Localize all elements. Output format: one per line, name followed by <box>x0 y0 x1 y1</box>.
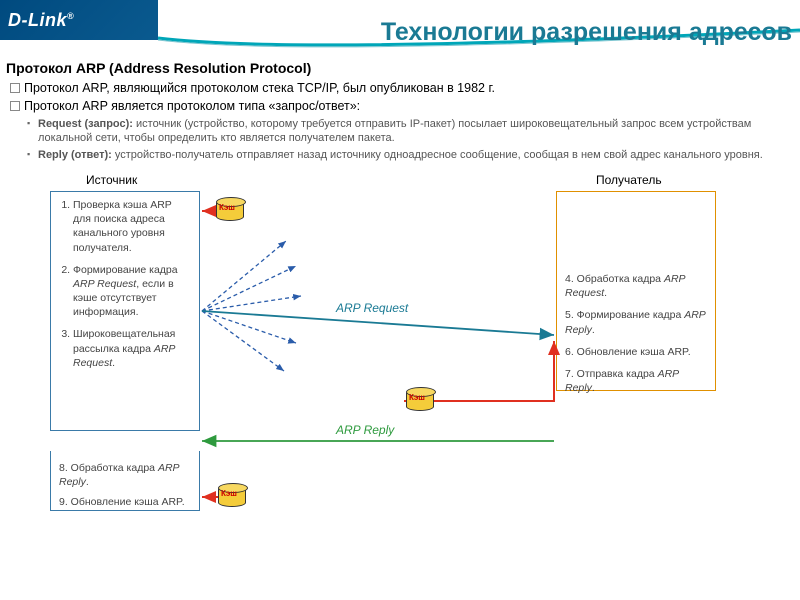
source-box-bottom: 8. Обработка кадра ARP Reply. 9. Обновле… <box>50 451 200 511</box>
header: D-Link® Технологии разрешения адресов <box>0 0 800 56</box>
logo: D-Link® <box>8 10 74 31</box>
source-box: Проверка кэша ARP для поиска адреса кана… <box>50 191 200 431</box>
dest-step: 7. Отправка кадра ARP Reply. <box>565 367 707 395</box>
page-title: Технологии разрешения адресов <box>381 18 792 47</box>
source-label: Источник <box>86 173 137 187</box>
cache-icon: Кэш <box>406 389 436 415</box>
logo-bar: D-Link® <box>0 0 158 40</box>
sub-bullet-reply: Reply (ответ): устройство-получатель отп… <box>38 148 786 163</box>
arp-reply-label: ARP Reply <box>336 423 394 437</box>
arp-request-label: ARP Request <box>336 301 408 315</box>
cache-icon: Кэш <box>218 485 248 511</box>
dest-step: 6. Обновление кэша ARP. <box>565 345 707 359</box>
sub-bullet-request: Request (запрос): источник (устройство, … <box>38 117 786 147</box>
dest-box: 4. Обработка кадра ARP Request. 5. Формир… <box>556 191 716 391</box>
subtitle: Протокол ARP (Address Resolution Protoco… <box>6 60 786 76</box>
bullet-2: Протокол ARP является протоколом типа «з… <box>24 98 786 114</box>
dest-step: 4. Обработка кадра ARP Request. <box>565 272 707 300</box>
source-step: Проверка кэша ARP для поиска адреса кана… <box>73 198 191 255</box>
content: Протокол ARP (Address Resolution Protoco… <box>0 56 800 551</box>
cache-icon: Кэш <box>216 199 246 225</box>
dest-label: Получатель <box>596 173 662 187</box>
dest-step: 5. Формирование кадра ARP Reply. <box>565 308 707 336</box>
source-step: Формирование кадра ARP Request, если в к… <box>73 263 191 320</box>
bullet-1: Протокол ARP, являющийся протоколом стек… <box>24 80 786 96</box>
diagram: Источник Получатель Проверка кэша ARP дл… <box>6 171 786 551</box>
source-step: Широковещательная рассылка кадра ARP Req… <box>73 327 191 370</box>
